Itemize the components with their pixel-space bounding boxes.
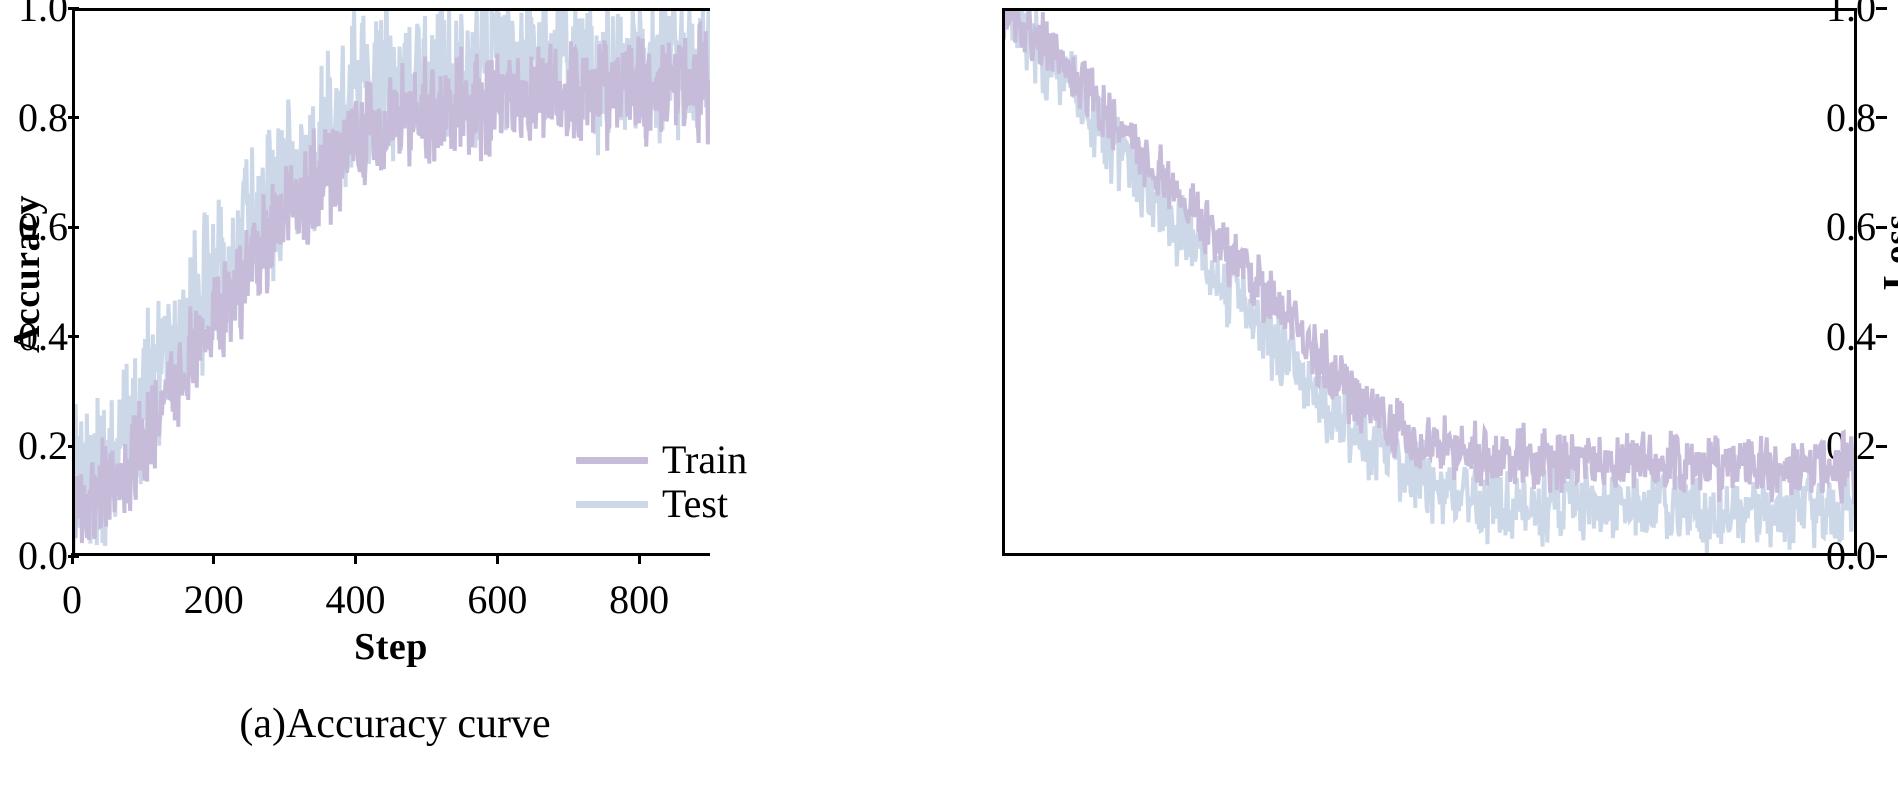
legend-label-train: Train [662,437,748,482]
y-axis-title-loss: Loss [1876,214,1898,290]
y-tick-label: 0.4 [18,313,68,359]
x-tick-label: 200 [183,577,244,622]
y-tick-label: 0.2 [18,423,68,469]
x-tick-mark [212,553,216,564]
legend-swatch-test-icon [576,500,648,508]
x-tick-mark [495,553,499,564]
y-tick-mark [1876,116,1887,120]
legend-item-test[interactable]: Test [576,482,747,526]
x-tick-label: 800 [609,577,670,622]
y-tick-label: 0.0 [18,533,68,578]
y-tick-label: 0.4 [1826,313,1876,359]
loss-series-canvas [1002,8,1857,556]
legend-item-train[interactable]: Train [576,438,747,482]
x-axis-ticks-accuracy: 0 200 400 600 800 [62,553,710,620]
y-tick-mark [68,554,79,558]
x-tick-label: 0 [62,577,82,622]
caption-accuracy: (a)Accuracy curve [239,701,551,747]
y-tick-label: 0.8 [1826,94,1876,140]
y-tick-label: 1.0 [18,0,68,30]
legend-accuracy: Train Test [576,438,747,526]
axes-frame-accuracy [72,8,710,556]
y-tick-label: 1.0 [1826,0,1876,30]
plot-area-loss [1002,8,1857,556]
x-tick-mark [637,553,641,564]
y-axis-ticks-accuracy: 0.0 0.2 0.4 0.6 0.8 1.0 [2,0,79,576]
x-axis-title-accuracy: Step [354,626,428,668]
y-axis-title-accuracy: Accuracy [6,194,48,354]
x-tick-label: 400 [325,577,386,622]
panel-accuracy: 0.0 0.2 0.4 0.6 0.8 1.0 0 200 400 600 800 Step Ac… [0,0,940,805]
y-tick-mark [1876,225,1887,229]
plot-area-accuracy [72,8,710,556]
y-tick-label: 0.6 [1826,204,1876,250]
series-line-test [72,8,710,546]
x-tick-label: 600 [467,577,528,622]
series-line-train [1002,8,1857,504]
y-tick-label: 0.6 [18,204,68,250]
x-tick-mark [70,553,74,564]
y-tick-mark [1876,335,1887,339]
x-axis-title-loss: Step [1880,625,1898,669]
y-tick-mark [1876,554,1887,558]
legend-swatch-train-icon [576,456,648,464]
accuracy-series-canvas [72,8,710,556]
legend-label-test: Test [662,481,729,526]
caption-loss: (b)Loss curve [1880,700,1898,748]
y-tick-label: 0.8 [18,94,68,140]
axes-frame-loss [1002,8,1857,556]
x-tick-mark [354,553,358,564]
y-tick-mark [1876,6,1887,10]
y-tick-mark [1876,444,1887,448]
